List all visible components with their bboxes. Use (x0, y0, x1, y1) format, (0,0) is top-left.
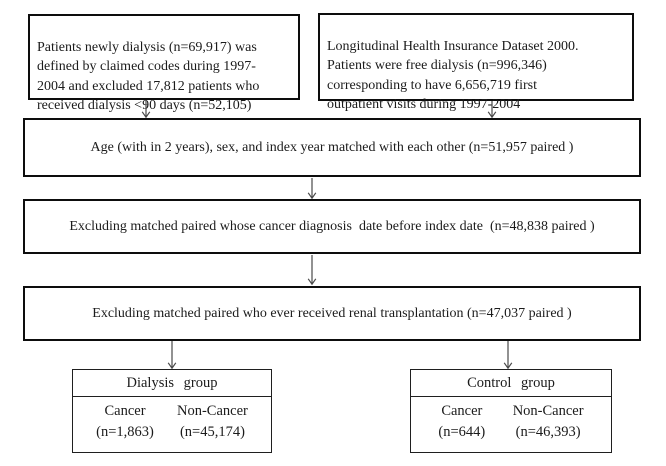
source-box-lhid-dataset: Longitudinal Health Insurance Dataset 20… (318, 13, 634, 112)
exclusion-transplant-text: Excluding matched paired who ever receiv… (92, 305, 572, 321)
source-box-lhid-text: Longitudinal Health Insurance Dataset 20… (327, 38, 579, 113)
dialysis-cancer-count: (n=1,863) (96, 424, 154, 440)
matching-text: Age (with in 2 years), sex, and index ye… (90, 139, 574, 155)
dialysis-group-box: Dialysis group Cancer (n=1,863) Non-Canc… (72, 369, 272, 453)
arrow-down-to-control-group (503, 341, 513, 370)
arrow-down-from-lhid-source (487, 101, 497, 119)
source-box-dialysis-patients: Patients newly dialysis (n=69,917) was d… (28, 14, 300, 113)
control-group-body: Cancer (n=644) Non-Cancer (n=46,393) (411, 397, 611, 443)
dialysis-group-body: Cancer (n=1,863) Non-Cancer (n=45,174) (73, 397, 271, 443)
control-cancer-label: Cancer (441, 403, 483, 419)
dialysis-noncancer-column: Non-Cancer (n=45,174) (177, 401, 248, 443)
exclusion-box-renal-transplant: Excluding matched paired who ever receiv… (23, 286, 641, 341)
dialysis-group-title: Dialysis group (73, 370, 271, 397)
arrow-down-to-transplant-exclusion (307, 255, 317, 286)
exclusion-box-cancer-diagnosis: Excluding matched paired whose cancer di… (23, 199, 641, 254)
control-cancer-count: (n=644) (438, 424, 486, 440)
dialysis-cancer-column: Cancer (n=1,863) (96, 401, 154, 443)
dialysis-noncancer-label: Non-Cancer (177, 403, 248, 419)
arrow-down-to-dialysis-group (167, 341, 177, 370)
control-cancer-column: Cancer (n=644) (438, 401, 485, 443)
dialysis-cancer-label: Cancer (104, 403, 146, 419)
arrow-down-from-dialysis-source (141, 100, 151, 119)
control-group-box: Control group Cancer (n=644) Non-Cancer … (410, 369, 612, 453)
dialysis-noncancer-count: (n=45,174) (179, 424, 245, 440)
control-noncancer-column: Non-Cancer (n=46,393) (513, 401, 584, 443)
control-noncancer-label: Non-Cancer (512, 403, 584, 419)
control-group-title: Control group (411, 370, 611, 397)
source-box-dialysis-text: Patients newly dialysis (n=69,917) was d… (37, 39, 260, 114)
control-noncancer-count: (n=46,393) (515, 424, 581, 440)
matching-box: Age (with in 2 years), sex, and index ye… (23, 118, 641, 177)
exclusion-cancer-text: Excluding matched paired whose cancer di… (69, 218, 595, 234)
arrow-down-to-cancer-exclusion (307, 178, 317, 200)
